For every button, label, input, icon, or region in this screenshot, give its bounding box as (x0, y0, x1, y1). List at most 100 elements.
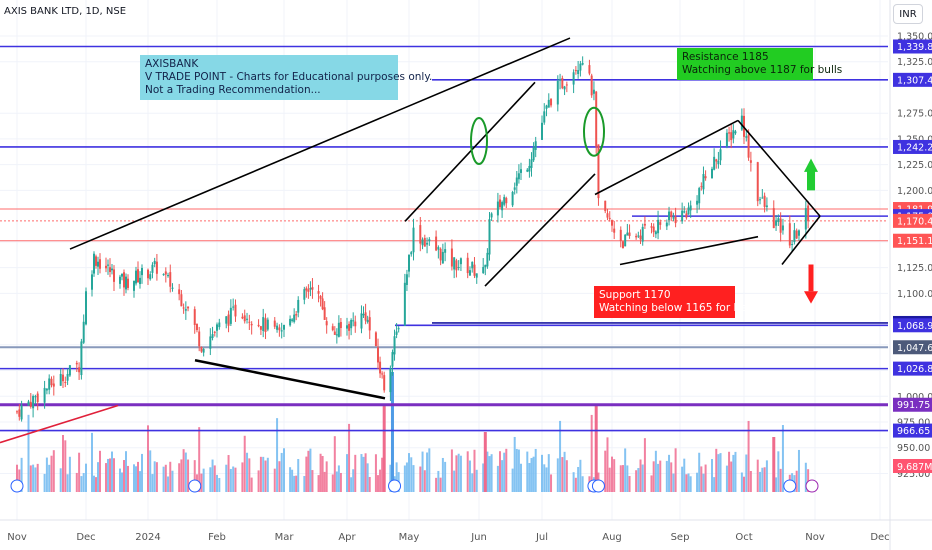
candle-body (331, 326, 334, 331)
candle-body (696, 200, 699, 205)
candle-body (193, 309, 196, 325)
volume-bar (579, 459, 582, 492)
volume-bar (668, 454, 671, 492)
volume-bar (273, 468, 276, 492)
candle-body (670, 211, 673, 218)
candle-body (243, 315, 246, 322)
candle-body (450, 248, 453, 267)
volume-bar (685, 474, 688, 492)
candle-body (779, 218, 782, 233)
candle-body (437, 247, 440, 250)
volume-bar (291, 469, 294, 492)
volume-bar (335, 471, 338, 492)
volume-bar (305, 456, 308, 492)
candle-body (775, 220, 778, 226)
price-tick-label: 1,325.00 (897, 57, 932, 68)
volume-bar (743, 476, 745, 492)
candle-body (572, 72, 575, 85)
volume-bar (147, 425, 149, 492)
volume-bar (80, 476, 83, 492)
volume-bar (354, 454, 357, 492)
candle-body (264, 318, 267, 333)
candle-body (408, 254, 410, 272)
volume-bar (439, 477, 442, 492)
support-line-1: Support 1170 (599, 289, 671, 301)
volume-spike (382, 404, 386, 492)
volume-bar (624, 448, 627, 492)
price-tick-label: 1,350.00 (897, 32, 932, 43)
candle-body (113, 269, 115, 282)
price-tag (893, 233, 932, 248)
volume-bar (702, 473, 705, 492)
volume-bar (654, 450, 657, 492)
volume-bar (606, 437, 609, 492)
price-tag-label: 1,170.40 (897, 216, 932, 227)
volume-bar (511, 468, 514, 492)
volume-bar (243, 435, 246, 492)
volume-bar (234, 467, 237, 492)
candle-body (218, 322, 221, 328)
volume-bar (421, 451, 424, 492)
candle-body (262, 317, 265, 331)
volume-bar (410, 457, 413, 492)
volume-bar (93, 475, 95, 492)
volume-bar (297, 459, 300, 492)
candle-body (121, 273, 123, 277)
volume-bar (689, 476, 692, 492)
volume-bar (119, 468, 121, 492)
volume-bar (180, 459, 183, 492)
candle-body (43, 387, 46, 403)
candle-body (82, 321, 85, 343)
candle-body (793, 230, 796, 243)
candle-body (291, 319, 294, 321)
candle-body (395, 331, 398, 335)
volume-bar (379, 469, 382, 492)
candle-body (381, 373, 384, 375)
volume-bar (321, 456, 324, 492)
candle-body (105, 265, 107, 269)
candle-body (200, 347, 203, 352)
candle-body (685, 213, 688, 218)
volume-bar (503, 452, 506, 492)
volume-bar (317, 475, 320, 492)
volume-bar (740, 472, 743, 492)
price-tag-label: 1,047.60 (897, 343, 932, 354)
price-tag (893, 72, 932, 87)
volume-bar (32, 464, 35, 492)
candle-body (541, 122, 543, 140)
candle-body (91, 274, 93, 290)
volume-bar (325, 461, 328, 492)
candle-body (689, 205, 692, 211)
volume-bar (364, 453, 367, 492)
candle-body (321, 298, 324, 310)
volume-bar (635, 470, 638, 492)
currency-button[interactable]: INR (893, 4, 923, 24)
candle-body (713, 156, 716, 170)
volume-bar (109, 458, 111, 492)
price-tag (893, 139, 932, 154)
candle-body (503, 197, 506, 205)
volume-bar (530, 458, 533, 492)
candle-body (725, 132, 728, 147)
wedge-upper (737, 119, 821, 217)
candle-body (728, 132, 731, 134)
candle-body (499, 199, 501, 208)
volume-bar (64, 440, 67, 492)
candle-body (29, 401, 32, 407)
volume-bar (289, 467, 292, 492)
resistance-line-2: Watching above 1187 for bulls (682, 64, 843, 76)
candle-body (293, 314, 296, 322)
volume-bar (307, 450, 310, 492)
volume-bar (643, 438, 646, 492)
volume-bar (121, 472, 123, 492)
price-tag (893, 39, 932, 54)
candle-body (740, 115, 743, 130)
candle-body (496, 201, 499, 216)
grid (0, 0, 888, 520)
volume-bar (761, 467, 764, 492)
candle-body (266, 319, 269, 330)
volume-bar (377, 475, 379, 492)
candle-body (772, 208, 775, 229)
candle-body (246, 318, 249, 320)
